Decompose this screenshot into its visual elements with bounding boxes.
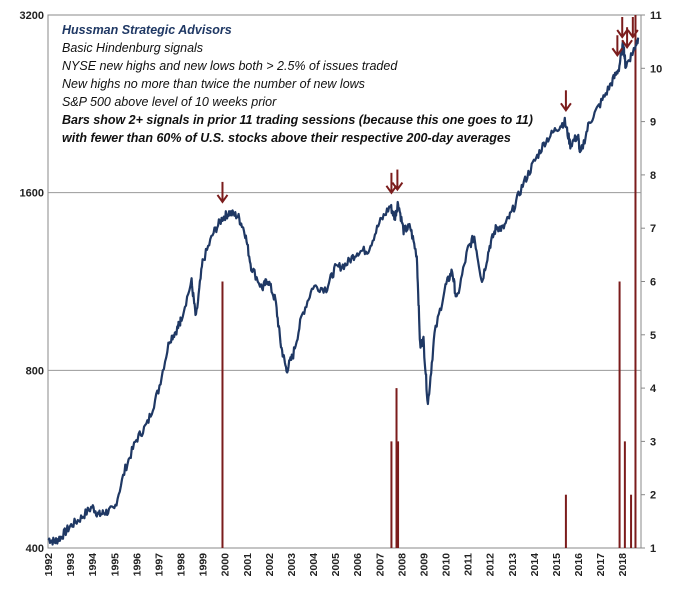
right-tick-label: 8	[650, 170, 656, 182]
year-tick-label: 2018	[617, 553, 629, 577]
year-tick-label: 2008	[396, 553, 408, 577]
year-tick-label: 2003	[286, 553, 298, 577]
annotation-line: Basic Hindenburg signals	[62, 41, 203, 55]
year-tick-label: 2000	[220, 553, 232, 577]
year-tick-label: 2013	[507, 553, 519, 577]
year-tick-label: 2005	[330, 553, 342, 577]
year-tick-label: 1999	[198, 553, 210, 577]
year-tick-label: 1993	[65, 553, 77, 577]
year-tick-label: 1995	[109, 553, 121, 577]
right-tick-label: 6	[650, 277, 656, 289]
signal-arrow	[611, 35, 624, 57]
signal-bars	[221, 15, 637, 548]
year-tick-label: 2014	[529, 553, 541, 577]
signal-arrow	[391, 169, 404, 192]
year-tick-label: 2007	[374, 553, 386, 577]
left-tick-label: 3200	[20, 10, 44, 22]
year-tick-label: 1996	[131, 553, 143, 577]
signal-arrow	[616, 17, 629, 39]
right-tick-label: 1	[650, 543, 656, 555]
signal-arrow	[560, 90, 572, 113]
annotation-line: S&P 500 above level of 10 weeks prior	[62, 95, 277, 109]
year-tick-label: 2006	[352, 553, 364, 577]
right-tick-label: 10	[650, 63, 662, 75]
right-tick-label: 11	[650, 10, 662, 22]
annotation-line-bold: Bars show 2+ signals in prior 11 trading…	[62, 113, 533, 127]
left-tick-label: 1600	[20, 188, 44, 200]
annotation-line: New highs no more than twice the number …	[62, 77, 365, 91]
left-tick-label: 800	[26, 365, 44, 377]
year-tick-label: 2001	[242, 553, 254, 577]
year-tick-label: 1997	[153, 553, 165, 577]
x-axis-ticks: 1992 1993 1994 1995 1996 1997 1998 1999 2000 2001…	[43, 553, 629, 577]
right-tick-label: 9	[650, 117, 656, 129]
right-tick-label: 5	[650, 330, 656, 342]
annotation-text: Hussman Strategic Advisors Basic Hindenb…	[62, 23, 533, 145]
year-tick-label: 1994	[87, 553, 99, 577]
year-tick-label: 2002	[264, 553, 276, 577]
year-tick-label: 1992	[43, 553, 55, 577]
year-tick-label: 2012	[485, 553, 497, 577]
sp500-line	[47, 37, 640, 546]
annotation-line: NYSE new highs and new lows both > 2.5% …	[62, 59, 398, 73]
year-tick-label: 2004	[308, 553, 320, 577]
right-axis-ticks: 1 2 3 4 5 6 7 8 9 10 11	[641, 10, 662, 555]
left-tick-label: 400	[26, 543, 44, 555]
gridlines	[48, 192, 641, 371]
sp500-series-line	[47, 37, 640, 546]
right-tick-label: 3	[650, 436, 656, 448]
year-tick-label: 2009	[418, 553, 430, 577]
year-tick-label: 2017	[595, 553, 607, 577]
right-tick-label: 4	[650, 383, 657, 395]
annotation-line-bold: with fewer than 60% of U.S. stocks above…	[62, 131, 511, 145]
year-tick-label: 2016	[573, 553, 585, 577]
year-tick-label: 2015	[551, 553, 563, 577]
right-tick-label: 7	[650, 223, 656, 235]
year-tick-label: 2011	[463, 553, 475, 576]
right-tick-label: 2	[650, 490, 656, 502]
annotation-title: Hussman Strategic Advisors	[62, 23, 232, 37]
signal-arrow	[216, 181, 229, 204]
signal-arrow	[627, 17, 639, 39]
signal-arrows	[216, 17, 639, 204]
year-tick-label: 1998	[176, 553, 188, 577]
left-axis-ticks: 400 800 1600 3200	[20, 10, 44, 555]
signal-arrow	[385, 172, 398, 195]
year-tick-label: 2010	[441, 553, 453, 577]
